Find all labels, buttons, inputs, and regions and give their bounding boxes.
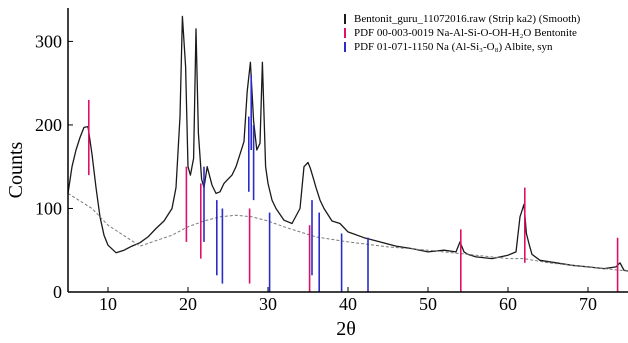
- series-layer: [67, 15, 628, 272]
- axes: 10 20 30 40 50 60 70 0 100 200 300: [35, 8, 628, 314]
- x-tick-label: 10: [99, 294, 117, 314]
- plot-background: [68, 8, 628, 292]
- legend-entry: Bentonit_guru_11072016.raw (Strip ka2) (…: [354, 13, 581, 25]
- legend: Bentonit_guru_11072016.raw (Strip ka2) (…: [344, 13, 581, 53]
- x-axis-title: 2θ: [336, 318, 356, 340]
- measured-pattern-line: [67, 15, 628, 272]
- x-tick-label: 30: [259, 294, 277, 314]
- x-tick-label: 50: [419, 294, 437, 314]
- x-tick-label: 40: [339, 294, 357, 314]
- y-tick-label: 200: [35, 115, 62, 135]
- x-tick-label: 70: [579, 294, 597, 314]
- reference-lines-layer: [88, 74, 619, 292]
- legend-entry: PDF 00-003-0019 Na-Al-Si-O-OH-H₂O Benton…: [354, 27, 577, 39]
- y-tick-label: 300: [35, 31, 62, 51]
- legend-entry: PDF 01-071-1150 Na (Al-Si₃-O₈) Albite, s…: [354, 41, 553, 53]
- y-axis-title: Counts: [5, 141, 27, 198]
- x-tick-label: 60: [499, 294, 517, 314]
- background-line: [67, 192, 628, 272]
- plot-area: [68, 8, 628, 292]
- y-tick-label: 0: [53, 282, 62, 302]
- y-tick-label: 100: [35, 198, 62, 218]
- x-tick-label: 20: [179, 294, 197, 314]
